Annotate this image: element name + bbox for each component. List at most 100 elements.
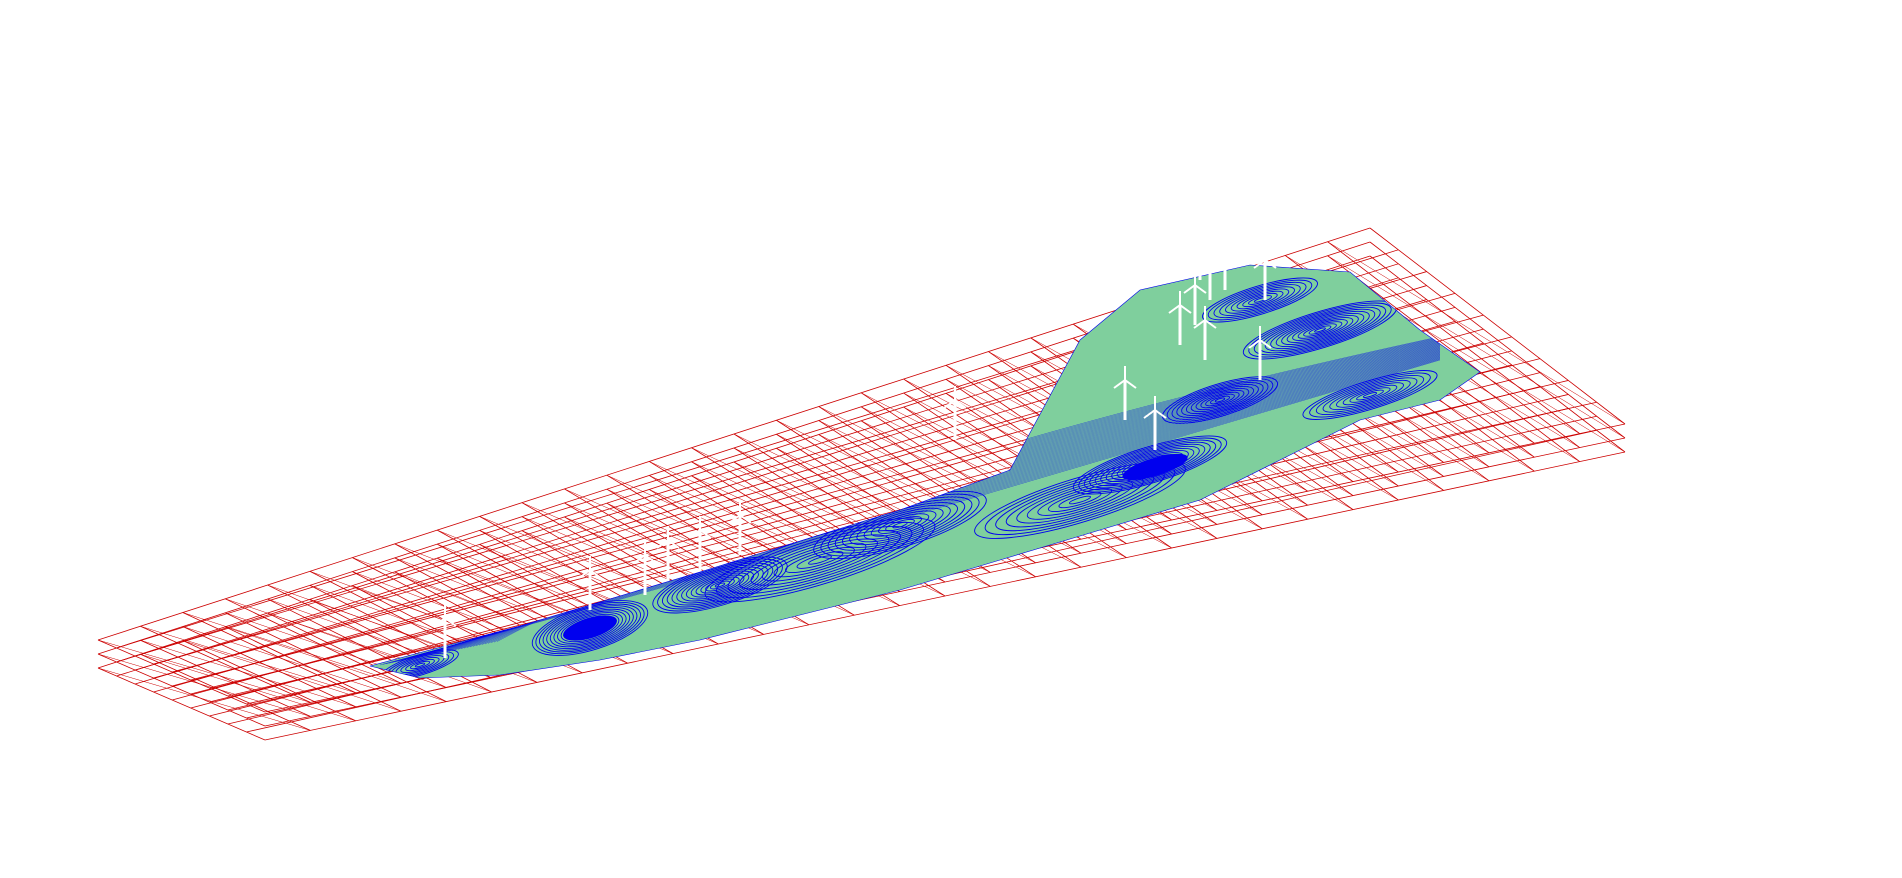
mesh-line [97, 653, 266, 727]
wind-turbine-icon [1248, 326, 1272, 380]
contour-line [1286, 317, 1354, 343]
contour-line [1297, 321, 1343, 339]
mesh-line [267, 612, 447, 702]
contour-line [1037, 484, 1123, 516]
contour-line [400, 656, 440, 674]
mesh-line [140, 654, 356, 722]
contour-line [870, 513, 930, 537]
contour-line [1016, 476, 1144, 524]
contour-line [785, 546, 855, 574]
mesh-line [182, 640, 402, 712]
wind-turbine-icon [1113, 366, 1137, 420]
wind-turbine-icon [728, 501, 752, 555]
wind-turbine-icon [1168, 291, 1192, 345]
contour-line [1275, 312, 1365, 348]
contour-line [727, 526, 913, 594]
contour-line [1322, 377, 1418, 413]
mesh-line [225, 626, 447, 702]
contour-line [666, 562, 774, 608]
contour-line [1026, 480, 1134, 520]
contour-line [995, 468, 1165, 532]
mesh-line [1369, 241, 1626, 439]
mesh-line [225, 612, 402, 698]
contour-line [1315, 374, 1425, 416]
mesh-line [182, 626, 402, 698]
contour-line [1248, 302, 1392, 358]
wind-turbine-icon [1253, 246, 1277, 300]
mesh-line [267, 612, 492, 693]
wind-turbine-icon [656, 526, 680, 580]
contour-line [546, 607, 634, 649]
wind-turbine-icon [1188, 226, 1212, 280]
contour-line [974, 461, 1186, 539]
contour-line [557, 612, 623, 644]
contour-line [414, 662, 426, 668]
mesh-line [140, 640, 356, 708]
mesh-line [182, 612, 402, 684]
contour-line [1356, 389, 1384, 401]
contour-line [705, 578, 735, 592]
contour-line [549, 608, 631, 648]
contour-line [885, 518, 915, 532]
mesh-line [182, 612, 356, 694]
contour-line [700, 576, 740, 594]
contour-line [1058, 491, 1102, 509]
contour-line [1270, 310, 1370, 350]
contour-line [1314, 327, 1326, 333]
contour-line [1242, 292, 1278, 308]
contour-line [1349, 387, 1391, 403]
contour-line [762, 538, 878, 582]
wind-turbine-icon [688, 516, 712, 570]
contour-line [681, 568, 759, 602]
mesh-line [1327, 255, 1626, 439]
contour-line [773, 542, 867, 578]
contour-peak [563, 615, 617, 641]
mesh-line [140, 639, 311, 717]
wind-turbine-icon [943, 386, 967, 440]
contour-line [750, 534, 890, 586]
wind-turbine-icon [633, 541, 657, 595]
wind-turbines [433, 226, 1277, 658]
contour-line [1047, 488, 1113, 512]
wind-turbine-icon [1193, 306, 1217, 360]
contour-line [1336, 382, 1404, 408]
contour-line [808, 555, 832, 565]
mesh-line [182, 626, 356, 708]
mesh-line [225, 626, 402, 712]
mesh-line [140, 653, 311, 731]
wind-turbine-icon [1198, 246, 1222, 300]
mesh-line [140, 625, 311, 703]
mesh-line [97, 639, 311, 703]
mesh-line [1369, 255, 1626, 453]
contour-line [1292, 319, 1348, 341]
contour-line [1308, 325, 1332, 335]
contour-line [542, 605, 638, 651]
contour-line [409, 660, 431, 670]
contour-line [1213, 281, 1307, 319]
mesh-line [97, 667, 311, 731]
mesh-line [97, 667, 266, 741]
wind-turbine-icon [1143, 396, 1167, 450]
contour-line [1069, 495, 1091, 505]
contour-line [1005, 472, 1155, 528]
contour-line [1207, 279, 1313, 321]
contour-line [1302, 370, 1438, 420]
contour-line [1230, 288, 1290, 312]
wireframe-mesh [97, 227, 1626, 741]
mesh-line [182, 640, 356, 722]
contour-line [553, 610, 627, 646]
contour-line [716, 521, 924, 599]
contour-line [1236, 290, 1284, 310]
contour-line [676, 566, 764, 604]
mesh-line [140, 626, 356, 694]
contour-line [1303, 323, 1337, 337]
contour-line [1219, 284, 1301, 316]
wind-turbine-icon [1183, 271, 1207, 325]
contour-line [690, 572, 750, 598]
contour-line [1342, 384, 1398, 406]
contour-line [1225, 286, 1295, 314]
mesh-line [97, 653, 311, 717]
mesh-line [97, 639, 266, 713]
